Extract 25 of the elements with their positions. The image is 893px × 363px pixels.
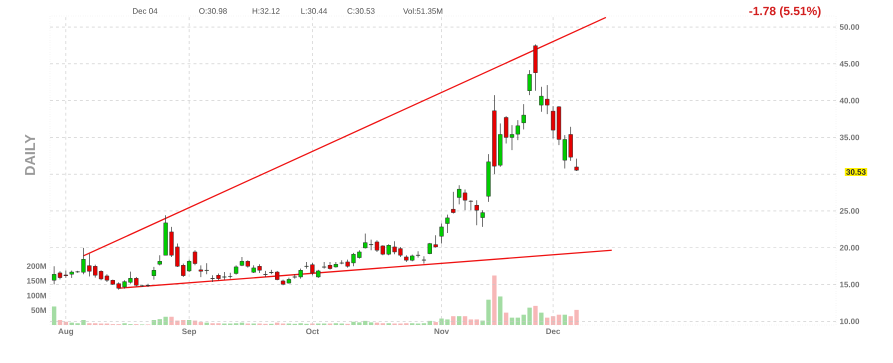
text: DAILY [25, 134, 35, 175]
candlestick [422, 256, 426, 264]
bar [504, 312, 508, 325]
bar [498, 296, 502, 325]
candlestick [527, 70, 532, 96]
bar [52, 306, 56, 325]
candlestick [474, 200, 479, 226]
bar [539, 312, 544, 325]
candlestick [152, 266, 156, 280]
annotation: -1.78 (5.51%) [749, 6, 821, 18]
bar [451, 316, 456, 325]
candlestick [158, 254, 162, 266]
candlestick [451, 191, 456, 214]
candlestick [480, 210, 485, 228]
bar [433, 322, 438, 325]
bar [492, 276, 497, 325]
candlestick [445, 214, 450, 234]
candlestick [468, 200, 474, 211]
candlestick [574, 158, 579, 172]
candlestick [263, 270, 268, 278]
candlestick [522, 104, 526, 130]
candlestick [234, 265, 238, 275]
candlestick [439, 223, 444, 244]
bar [562, 314, 568, 325]
bar [456, 316, 462, 325]
